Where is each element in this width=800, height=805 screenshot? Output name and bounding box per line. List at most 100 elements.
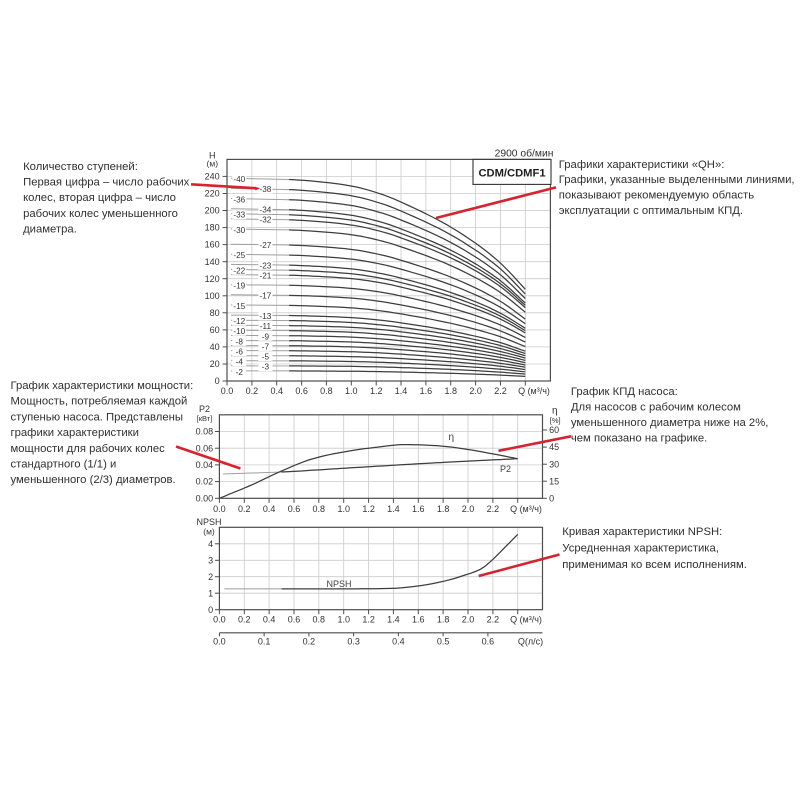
svg-text:0.4: 0.4 bbox=[392, 637, 405, 647]
svg-text:ступенью насоса. Представлены: ступенью насоса. Представлены bbox=[11, 411, 184, 423]
svg-text:1.0: 1.0 bbox=[337, 615, 350, 625]
svg-text:0.6: 0.6 bbox=[482, 637, 495, 647]
svg-text:Кривая характеристики NPSH:: Кривая характеристики NPSH: bbox=[562, 526, 722, 538]
svg-text:уменьшенного диаметра ниже на: уменьшенного диаметра ниже на 2%, bbox=[571, 417, 769, 429]
svg-text:0: 0 bbox=[549, 493, 554, 503]
svg-text:эксплуатации с оптимальным КПД: эксплуатации с оптимальным КПД. bbox=[559, 205, 743, 217]
svg-text:60: 60 bbox=[549, 425, 559, 435]
svg-text:15: 15 bbox=[549, 476, 559, 486]
svg-text:1: 1 bbox=[208, 588, 213, 598]
svg-text:4: 4 bbox=[208, 539, 213, 549]
svg-text:2.2: 2.2 bbox=[487, 504, 500, 514]
svg-text:0: 0 bbox=[215, 376, 220, 386]
svg-text:0.08: 0.08 bbox=[196, 427, 214, 437]
svg-text:0.4: 0.4 bbox=[263, 504, 276, 514]
svg-text:160: 160 bbox=[205, 240, 220, 250]
svg-text:0.00: 0.00 bbox=[196, 493, 214, 503]
svg-text:-12: -12 bbox=[233, 317, 245, 326]
svg-text:-23: -23 bbox=[259, 261, 271, 270]
svg-text:0.8: 0.8 bbox=[320, 386, 333, 396]
svg-text:График характеристики мощности: График характеристики мощности: bbox=[11, 380, 194, 392]
svg-text:рабочих колес уменьшенного: рабочих колес уменьшенного bbox=[23, 208, 178, 220]
svg-text:-10: -10 bbox=[233, 327, 245, 336]
svg-text:140: 140 bbox=[205, 257, 220, 267]
svg-text:40: 40 bbox=[210, 342, 220, 352]
svg-text:0.0: 0.0 bbox=[213, 504, 226, 514]
svg-text:Графики характеристики «QH»:: Графики характеристики «QH»: bbox=[559, 159, 725, 171]
svg-text:-7: -7 bbox=[262, 342, 270, 351]
svg-text:2: 2 bbox=[208, 572, 213, 582]
svg-text:1.6: 1.6 bbox=[412, 504, 425, 514]
svg-text:-19: -19 bbox=[233, 282, 245, 291]
svg-text:стандартного (1/1) и: стандартного (1/1) и bbox=[11, 459, 117, 471]
svg-text:0.2: 0.2 bbox=[238, 504, 251, 514]
svg-text:-22: -22 bbox=[233, 266, 245, 275]
svg-text:220: 220 bbox=[205, 189, 220, 199]
svg-text:-3: -3 bbox=[262, 363, 270, 372]
svg-text:CDM/CDMF1: CDM/CDMF1 bbox=[478, 167, 545, 179]
svg-text:-33: -33 bbox=[233, 211, 245, 220]
svg-text:60: 60 bbox=[210, 325, 220, 335]
svg-text:0.2: 0.2 bbox=[238, 615, 251, 625]
svg-text:-25: -25 bbox=[233, 251, 245, 260]
svg-text:Q(л/с): Q(л/с) bbox=[518, 637, 543, 647]
svg-text:Количество ступеней:: Количество ступеней: bbox=[23, 161, 138, 173]
svg-text:-17: -17 bbox=[259, 292, 271, 301]
svg-text:-27: -27 bbox=[259, 241, 271, 250]
svg-text:-15: -15 bbox=[233, 302, 245, 311]
svg-text:P2: P2 bbox=[199, 404, 210, 414]
svg-text:0.0: 0.0 bbox=[221, 386, 234, 396]
svg-text:0.5: 0.5 bbox=[437, 637, 450, 647]
svg-text:Первая цифра – число рабочих: Первая цифра – число рабочих bbox=[23, 177, 190, 189]
svg-text:2900 об/мин: 2900 об/мин bbox=[495, 148, 554, 160]
svg-text:NPSH: NPSH bbox=[326, 579, 351, 589]
svg-text:Мощность, потребляемая каждой: Мощность, потребляемая каждой bbox=[11, 396, 188, 408]
svg-text:-36: -36 bbox=[233, 195, 245, 204]
svg-text:η: η bbox=[449, 432, 455, 443]
svg-text:P2: P2 bbox=[500, 464, 511, 474]
svg-text:-21: -21 bbox=[259, 271, 271, 280]
svg-text:(м): (м) bbox=[203, 526, 215, 536]
svg-text:графики характеристики: графики характеристики bbox=[11, 427, 139, 439]
svg-text:применимая ко всем исполнениям: применимая ко всем исполнениям. bbox=[562, 559, 747, 571]
svg-text:-32: -32 bbox=[259, 216, 271, 225]
svg-text:1.4: 1.4 bbox=[395, 386, 408, 396]
svg-text:-8: -8 bbox=[236, 337, 244, 346]
svg-text:1.2: 1.2 bbox=[362, 615, 375, 625]
svg-text:20: 20 bbox=[210, 359, 220, 369]
svg-text:100: 100 bbox=[205, 291, 220, 301]
svg-text:1.0: 1.0 bbox=[345, 386, 358, 396]
svg-text:2.2: 2.2 bbox=[494, 386, 507, 396]
svg-text:-5: -5 bbox=[262, 353, 270, 362]
svg-text:мощности для рабочих колес: мощности для рабочих колес bbox=[11, 443, 166, 455]
svg-text:0.6: 0.6 bbox=[295, 386, 308, 396]
svg-text:0.0: 0.0 bbox=[213, 637, 226, 647]
svg-text:График КПД насоса:: График КПД насоса: bbox=[571, 386, 678, 398]
svg-text:0.04: 0.04 bbox=[196, 460, 214, 470]
svg-text:2.0: 2.0 bbox=[462, 615, 475, 625]
svg-text:1.8: 1.8 bbox=[437, 504, 450, 514]
svg-text:-30: -30 bbox=[233, 226, 245, 235]
svg-text:80: 80 bbox=[210, 308, 220, 318]
svg-text:уменьшенного (2/3) диаметров.: уменьшенного (2/3) диаметров. bbox=[11, 474, 176, 486]
svg-text:0.2: 0.2 bbox=[246, 386, 259, 396]
svg-text:-11: -11 bbox=[260, 322, 272, 331]
svg-text:0.6: 0.6 bbox=[288, 504, 301, 514]
svg-text:Q (м³/ч): Q (м³/ч) bbox=[510, 615, 542, 625]
svg-text:-38: -38 bbox=[259, 185, 271, 194]
svg-text:0.4: 0.4 bbox=[263, 615, 276, 625]
svg-text:1.0: 1.0 bbox=[337, 504, 350, 514]
svg-text:3: 3 bbox=[208, 555, 213, 565]
svg-text:2.2: 2.2 bbox=[487, 615, 500, 625]
svg-text:0.2: 0.2 bbox=[303, 637, 316, 647]
svg-text:-34: -34 bbox=[259, 206, 271, 215]
svg-text:η: η bbox=[552, 406, 558, 417]
svg-text:диаметра.: диаметра. bbox=[23, 223, 77, 235]
svg-text:1.2: 1.2 bbox=[370, 386, 383, 396]
svg-text:-9: -9 bbox=[262, 332, 270, 341]
svg-text:колес, вторая цифра – число: колес, вторая цифра – число bbox=[23, 192, 176, 204]
svg-text:1.4: 1.4 bbox=[387, 615, 400, 625]
svg-text:[%]: [%] bbox=[550, 416, 561, 425]
svg-text:Усредненная характеристика,: Усредненная характеристика, bbox=[562, 543, 719, 555]
svg-text:Q (м³/ч): Q (м³/ч) bbox=[518, 386, 550, 396]
